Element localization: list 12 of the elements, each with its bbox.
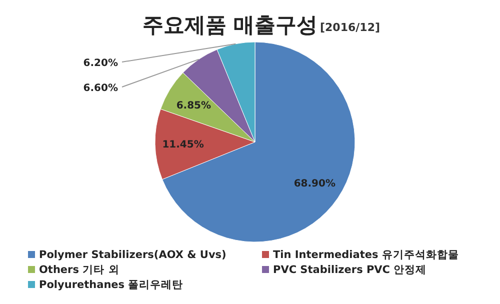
legend-label: Others 기타 외	[39, 264, 120, 276]
legend-label: Polyurethanes 폴리우레탄	[39, 279, 184, 291]
chart-subtitle: [2016/12]	[320, 21, 380, 34]
title: 주요제품 매출구성	[142, 13, 318, 37]
legend-label: PVC Stabilizers PVC 안정제	[273, 264, 427, 276]
legend-label: Polymer Stabilizers(AOX & Uvs)	[39, 249, 226, 261]
data-label: 6.85%	[176, 100, 212, 112]
data-label: 68.90%	[294, 178, 336, 190]
data-label: 11.45%	[162, 140, 204, 151]
legend-label: Tin Intermediates 유기주석화합물	[273, 249, 459, 261]
data-label: 6.20%	[83, 58, 118, 69]
data-label: 6.60%	[83, 83, 118, 94]
